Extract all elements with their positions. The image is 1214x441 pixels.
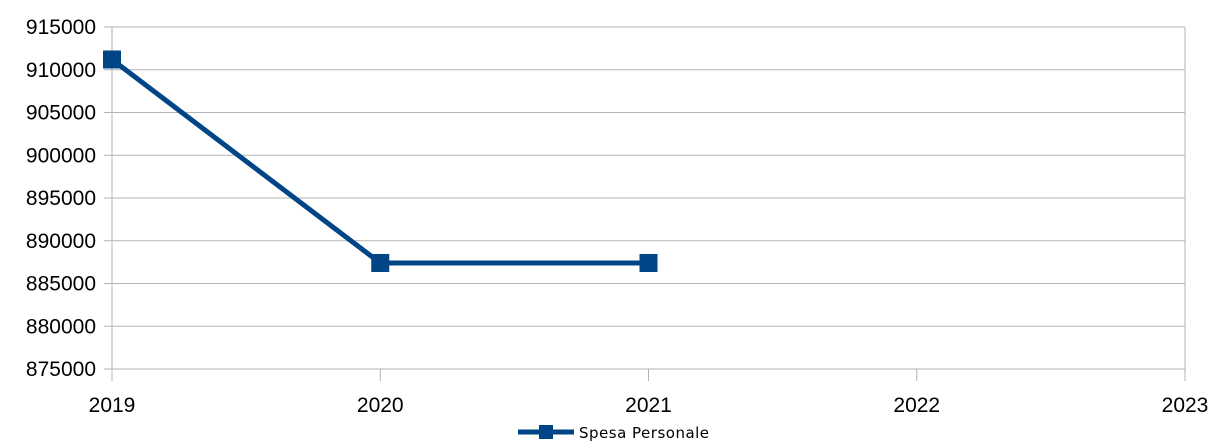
y-tick-label: 910000 [26, 59, 96, 82]
x-tick-label: 2019 [89, 394, 136, 417]
x-tick-label: 2021 [625, 394, 672, 417]
legend-marker-swatch [539, 425, 553, 439]
y-tick-label: 875000 [26, 358, 96, 381]
data-point-marker [371, 253, 390, 272]
legend-label: Spesa Personale [579, 424, 710, 441]
y-tick-label: 905000 [26, 102, 96, 125]
x-tick-label: 2022 [893, 394, 940, 417]
x-axis-tick-labels: 2019 2020 2021 2022 2023 [89, 394, 1209, 417]
y-tick-label: 885000 [26, 273, 96, 296]
y-tick-label: 890000 [26, 230, 96, 253]
data-point-marker [639, 253, 658, 272]
grid-lines [104, 26, 1185, 370]
axes [111, 27, 1186, 381]
x-tick-label: 2023 [1162, 394, 1209, 417]
data-point-marker [103, 50, 121, 69]
y-tick-label: 900000 [26, 144, 96, 167]
y-tick-label: 880000 [26, 315, 96, 338]
x-tick-label: 2020 [357, 394, 404, 417]
series-line [110, 57, 649, 266]
y-tick-label: 895000 [26, 187, 96, 210]
legend: Spesa Personale [518, 424, 710, 441]
y-axis-tick-labels: 875000 880000 885000 890000 895000 900000 9050… [26, 16, 96, 381]
series-layer [103, 50, 658, 272]
y-tick-label: 915000 [26, 16, 96, 39]
